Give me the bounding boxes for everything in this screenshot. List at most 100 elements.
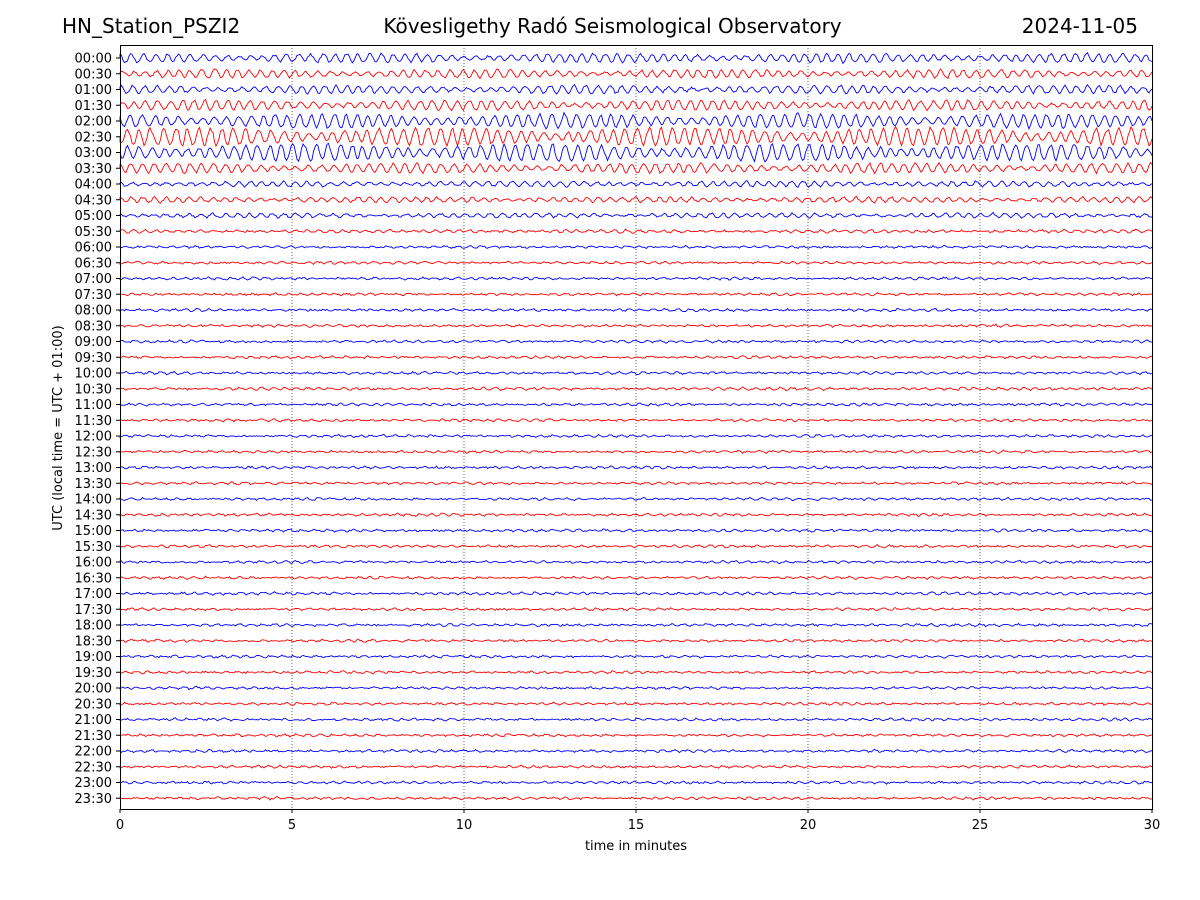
- row-time-label: 00:30: [75, 67, 112, 82]
- seismic-trace: [119, 386, 1153, 392]
- row-time-label: 14:00: [75, 493, 112, 508]
- seismic-trace: [119, 465, 1153, 470]
- seismic-trace: [119, 228, 1153, 234]
- seismic-trace: [119, 68, 1153, 80]
- seismic-trace: [119, 402, 1153, 407]
- row-time-label: 00:00: [75, 52, 112, 67]
- seismic-trace: [119, 211, 1153, 219]
- row-time-label: 02:00: [75, 115, 112, 130]
- row-time-label: 07:30: [75, 288, 112, 303]
- row-time-label: 03:00: [75, 146, 112, 161]
- row-time-label: 16:30: [75, 571, 112, 586]
- row-time-label: 02:30: [75, 130, 112, 145]
- seismic-trace: [119, 142, 1153, 163]
- seismic-trace: [119, 98, 1153, 112]
- row-time-label: 21:00: [75, 713, 112, 728]
- row-time-label: 10:00: [75, 367, 112, 382]
- row-time-label: 17:30: [75, 603, 112, 618]
- row-time-label: 04:30: [75, 193, 112, 208]
- seismic-trace: [119, 528, 1153, 533]
- seismic-trace: [119, 780, 1153, 785]
- row-time-label: 06:30: [75, 256, 112, 271]
- row-time-label: 05:00: [75, 209, 112, 224]
- seismic-trace: [119, 717, 1153, 722]
- row-time-label: 13:30: [75, 477, 112, 492]
- seismic-trace: [119, 764, 1153, 769]
- row-time-label: 13:00: [75, 461, 112, 476]
- seismic-trace: [119, 244, 1153, 250]
- x-tick-label: 20: [800, 818, 817, 833]
- seismic-trace: [119, 481, 1153, 486]
- x-tick-label: 30: [1144, 818, 1161, 833]
- seismic-trace: [119, 125, 1153, 148]
- row-time-label: 01:00: [75, 83, 112, 98]
- seismic-trace: [119, 355, 1152, 360]
- seismic-trace: [119, 701, 1153, 706]
- row-time-label: 20:30: [75, 697, 112, 712]
- row-time-label: 21:30: [75, 729, 112, 744]
- station-title: HN_Station_PSZI2: [62, 14, 241, 38]
- seismic-trace: [119, 418, 1153, 423]
- row-time-label: 15:30: [75, 540, 112, 555]
- x-axis-label: time in minutes: [585, 839, 687, 854]
- row-time-label: 03:30: [75, 162, 112, 177]
- x-tick-label: 15: [628, 818, 645, 833]
- x-tick-label: 0: [116, 818, 124, 833]
- seismic-trace: [119, 575, 1153, 580]
- seismic-trace: [119, 83, 1153, 95]
- row-time-label: 20:00: [75, 682, 112, 697]
- row-time-label: 15:00: [75, 524, 112, 539]
- seismic-trace: [119, 559, 1153, 565]
- seismic-trace: [119, 433, 1153, 439]
- seismic-trace: [119, 260, 1153, 266]
- seismic-trace: [119, 449, 1153, 454]
- row-time-label: 08:00: [75, 304, 112, 319]
- row-time-label: 08:30: [75, 319, 112, 334]
- row-time-label: 12:00: [75, 430, 112, 445]
- seismic-trace: [119, 733, 1153, 738]
- row-time-label: 04:00: [75, 178, 112, 193]
- seismic-trace: [119, 512, 1153, 517]
- row-time-label: 07:00: [75, 272, 112, 287]
- seismic-trace: [119, 622, 1153, 628]
- row-time-label: 11:30: [75, 414, 112, 429]
- seismic-trace: [119, 180, 1153, 189]
- seismic-trace: [119, 307, 1153, 313]
- row-time-label: 09:00: [75, 335, 112, 350]
- seismic-trace: [119, 796, 1152, 801]
- seismic-trace: [119, 161, 1153, 175]
- row-time-label: 22:00: [75, 745, 112, 760]
- seismic-trace: [119, 111, 1153, 131]
- seismic-trace: [119, 370, 1153, 376]
- seismic-trace: [119, 670, 1153, 675]
- row-time-label: 16:00: [75, 556, 112, 571]
- row-time-label: 12:30: [75, 445, 112, 460]
- row-time-label: 18:00: [75, 619, 112, 634]
- seismic-trace: [119, 685, 1153, 691]
- row-time-label: 10:30: [75, 382, 112, 397]
- row-time-label: 23:30: [75, 792, 112, 807]
- row-time-label: 11:00: [75, 398, 112, 413]
- x-tick-label: 25: [972, 818, 989, 833]
- row-time-label: 18:30: [75, 634, 112, 649]
- x-tick-label: 10: [456, 818, 473, 833]
- seismic-trace: [119, 195, 1153, 204]
- row-time-label: 23:00: [75, 776, 112, 791]
- seismic-trace: [119, 496, 1152, 502]
- x-tick-label: 5: [288, 818, 296, 833]
- seismic-trace: [119, 323, 1153, 328]
- seismic-trace: [119, 52, 1153, 65]
- row-time-label: 22:30: [75, 760, 112, 775]
- seismic-trace: [119, 544, 1152, 549]
- seismic-trace: [119, 339, 1153, 344]
- row-time-label: 14:30: [75, 508, 112, 523]
- row-time-label: 09:30: [75, 351, 112, 366]
- observatory-title: Kövesligethy Radó Seismological Observat…: [383, 14, 842, 38]
- seismic-trace: [119, 607, 1153, 612]
- grid-lines: [291, 45, 981, 809]
- row-time-label: 19:00: [75, 650, 112, 665]
- row-time-label: 01:30: [75, 99, 112, 114]
- row-time-label: 06:00: [75, 241, 112, 256]
- seismic-trace: [119, 291, 1153, 297]
